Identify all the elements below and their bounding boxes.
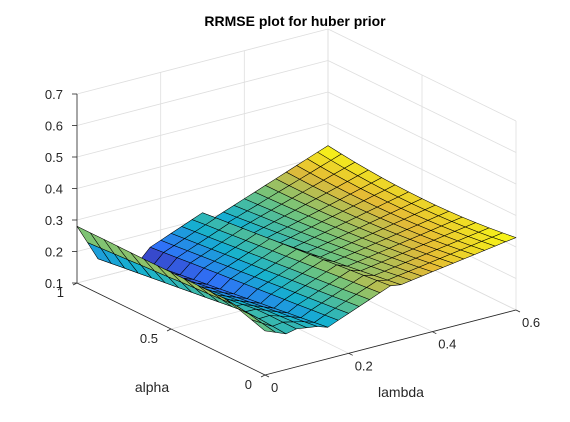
z-tick-label: 0.5 bbox=[45, 150, 63, 165]
x-tick-mark bbox=[264, 374, 270, 378]
z-tick-label: 0.6 bbox=[45, 119, 63, 134]
y-tick-label: 1 bbox=[57, 285, 64, 300]
z-tick-label: 0.2 bbox=[45, 245, 63, 260]
x-tick-mark bbox=[515, 309, 521, 313]
chart-axes bbox=[72, 93, 521, 378]
grid-line bbox=[76, 28, 329, 95]
y-tick-mark bbox=[166, 328, 172, 332]
z-tick-label: 0.7 bbox=[45, 87, 63, 102]
y-tick-mark bbox=[260, 374, 266, 378]
grid-line bbox=[327, 123, 517, 216]
z-tick-label: 0.1 bbox=[45, 276, 63, 291]
grid-line bbox=[76, 60, 329, 126]
x-tick-mark bbox=[432, 331, 437, 335]
surface-face bbox=[251, 319, 276, 333]
grid-line bbox=[76, 154, 329, 221]
grid-line bbox=[76, 123, 329, 189]
y-tick-label: 0 bbox=[245, 377, 252, 392]
grid-line bbox=[327, 91, 517, 185]
x-axis-line bbox=[264, 309, 517, 376]
x-tick-label: 0 bbox=[271, 380, 278, 395]
grid-line bbox=[76, 91, 329, 158]
x-tick-label: 0.2 bbox=[355, 358, 373, 373]
grid-line bbox=[327, 60, 517, 153]
y-tick-label: 0.5 bbox=[140, 331, 158, 346]
y-axis-label: alpha bbox=[135, 379, 169, 395]
chart-title: RRMSE plot for huber prior bbox=[204, 13, 386, 29]
tick-labels: 0 0.2 0.4 0.6 0 0.5 10.1 0.2 0.3 0.4 0.5 0.6 0.7 bbox=[45, 87, 540, 395]
x-tick-label: 0.6 bbox=[522, 315, 540, 330]
grid-line bbox=[327, 28, 517, 122]
x-axis-label: lambda bbox=[378, 384, 424, 400]
x-tick-label: 0.4 bbox=[438, 337, 456, 352]
surface-plot bbox=[76, 145, 517, 335]
x-tick-mark bbox=[348, 352, 353, 356]
z-tick-label: 0.3 bbox=[45, 213, 63, 228]
z-tick-label: 0.4 bbox=[45, 182, 63, 197]
